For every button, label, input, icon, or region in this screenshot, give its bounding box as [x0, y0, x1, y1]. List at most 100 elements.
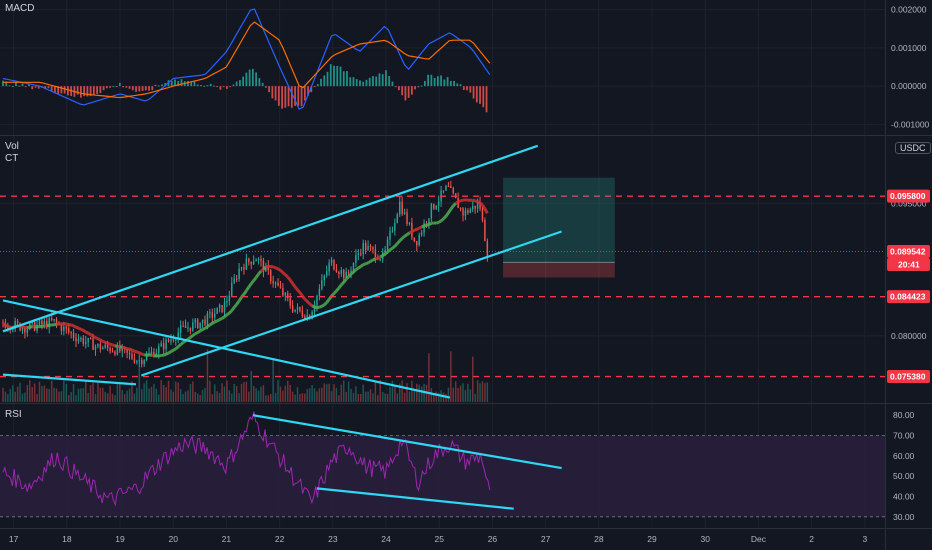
candle-body	[386, 239, 389, 251]
ct-indicator-band	[107, 341, 111, 346]
macd-histogram-bar	[92, 86, 95, 95]
macd-histogram-bar	[105, 86, 108, 89]
ct-indicator-band	[406, 231, 411, 236]
time-axis-label: 28	[594, 534, 604, 544]
candle-body	[194, 319, 197, 323]
candle-body	[274, 282, 277, 284]
candle-body	[226, 300, 228, 303]
macd-histogram-bar	[251, 68, 254, 87]
price-tags: 0.095800 0.089542 20:41 0.084423 0.075380	[887, 189, 930, 384]
candle-body	[413, 237, 416, 242]
volume-bar	[41, 386, 43, 402]
macd-histogram-bar	[466, 86, 468, 91]
candle-body	[179, 325, 182, 333]
volume-bar	[243, 382, 245, 402]
price-scale[interactable]: 0.002000 0.001000 0.000000 -0.001000 0.09500…	[891, 5, 930, 522]
volume-bar	[184, 391, 187, 402]
ct-indicator-band	[391, 245, 396, 250]
volume-bar	[2, 387, 4, 402]
candle-body	[189, 327, 192, 331]
candle-body	[374, 249, 377, 259]
volume-bar	[63, 380, 65, 402]
ct-indicator-band	[204, 325, 209, 330]
price-pane[interactable]	[0, 144, 885, 402]
candle-body	[228, 295, 231, 301]
rsi-pane[interactable]	[0, 411, 885, 518]
ct-indicator-band	[70, 323, 75, 328]
volume-bar	[160, 380, 162, 402]
ct-indicator-band	[362, 262, 367, 267]
macd-histogram-bar	[86, 86, 89, 97]
ct-indicator-band	[163, 352, 167, 357]
volume-bar	[138, 366, 141, 402]
macd-histogram-bar	[222, 86, 225, 88]
macd-pane[interactable]	[2, 8, 491, 113]
time-axis-label: 25	[435, 534, 445, 544]
volume-bar	[12, 385, 14, 402]
macd-histogram-bar	[57, 86, 60, 95]
volume-bar	[335, 387, 338, 402]
macd-histogram-bar	[50, 86, 53, 92]
volume-bar	[318, 388, 321, 402]
volume-bar	[4, 391, 7, 402]
candle-body	[435, 205, 437, 209]
candle-body	[165, 339, 167, 350]
volume-bar	[454, 381, 457, 402]
descending-trendline	[2, 299, 451, 399]
time-axis[interactable]: 17 18 19 20 21 22 23 24 25 26 27 28 29 30 Dec 2 3	[9, 534, 868, 544]
volume-bar	[65, 383, 68, 402]
ct-indicator-band	[221, 315, 226, 320]
volume-bar	[428, 353, 430, 402]
candle-body	[474, 205, 476, 209]
candle-body	[430, 203, 433, 219]
volume-bar	[221, 383, 223, 402]
macd-histogram-bar	[346, 71, 348, 87]
ct-indicator-band	[350, 270, 355, 276]
volume-bar	[21, 393, 24, 402]
ct-indicator-band	[428, 221, 433, 226]
volume-bar	[177, 382, 179, 402]
candle-body	[484, 220, 486, 242]
candle-body	[97, 343, 99, 347]
currency-badge[interactable]: USDC	[895, 142, 931, 154]
candle-body	[16, 321, 19, 324]
volume-bar	[189, 383, 192, 402]
ct-indicator-band	[104, 340, 109, 345]
ct-indicator-band	[323, 301, 328, 306]
candle-body	[384, 250, 386, 253]
volume-bar	[211, 394, 214, 402]
candle-body	[282, 287, 284, 296]
macd-histogram-bar	[141, 86, 144, 91]
ct-indicator-band	[342, 278, 348, 284]
macd-histogram-bar	[125, 86, 128, 88]
ct-indicator-band	[124, 346, 128, 351]
macd-histogram-bar	[294, 86, 296, 106]
volume-bar	[272, 357, 274, 402]
volume-bar	[153, 383, 155, 402]
time-axis-label: 30	[701, 534, 711, 544]
candle-body	[109, 347, 111, 352]
volume-bar	[123, 394, 126, 402]
candle-body	[77, 339, 80, 342]
macd-histogram-bar	[459, 84, 462, 87]
time-axis-label: 19	[115, 534, 125, 544]
candle-body	[75, 337, 77, 342]
ct-indicator-band	[82, 329, 87, 334]
macd-histogram-bar	[297, 86, 300, 106]
candle-body	[355, 255, 357, 263]
candle-body	[372, 247, 374, 250]
volume-bar	[218, 392, 221, 402]
volume-bar	[206, 349, 209, 402]
ct-indicator-band	[340, 281, 345, 286]
candle-body	[214, 313, 216, 318]
ct-indicator-band	[359, 263, 365, 268]
macd-histogram-bar	[326, 71, 329, 87]
candle-body	[420, 232, 423, 235]
volume-bar	[304, 393, 306, 402]
ct-indicator-band	[374, 256, 379, 261]
time-axis-label: 21	[222, 534, 232, 544]
volume-bar	[306, 389, 308, 402]
ct-indicator-band	[262, 266, 267, 271]
volume-bar	[479, 383, 481, 402]
